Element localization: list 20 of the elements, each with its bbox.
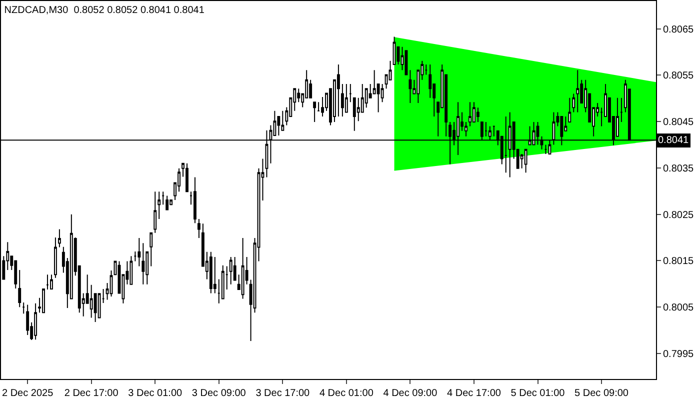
x-tick-label: 5 Dec 09:00 — [574, 388, 629, 399]
x-tick-label: 3 Dec 01:00 — [128, 388, 183, 399]
x-tick-label: 5 Dec 01:00 — [510, 388, 566, 399]
x-tick-label: 4 Dec 17:00 — [447, 388, 502, 399]
ref-line-label: 0.8041 — [658, 135, 690, 146]
x-tick-label: 3 Dec 09:00 — [192, 388, 246, 399]
y-tick-label: 0.8065 — [663, 24, 694, 36]
y-tick-label: 0.8015 — [663, 256, 694, 268]
x-tick-label: 3 Dec 17:00 — [256, 388, 310, 399]
x-tick-label: 4 Dec 01:00 — [319, 388, 374, 399]
x-tick-label: 2 Dec 17:00 — [64, 388, 119, 399]
y-tick-label: 0.7995 — [663, 348, 694, 360]
y-tick-label: 0.8025 — [663, 210, 694, 221]
y-tick-label: 0.8045 — [663, 117, 694, 128]
x-tick-label: 2 Dec 2025 — [2, 388, 54, 399]
x-tick-label: 4 Dec 09:00 — [383, 388, 438, 399]
y-tick-label: 0.8035 — [663, 163, 694, 174]
chart-title: NZDCAD,M30 0.8052 0.8052 0.8041 0.8041 — [4, 5, 205, 16]
y-tick-label: 0.8005 — [663, 302, 694, 314]
y-tick-label: 0.8055 — [663, 70, 694, 82]
